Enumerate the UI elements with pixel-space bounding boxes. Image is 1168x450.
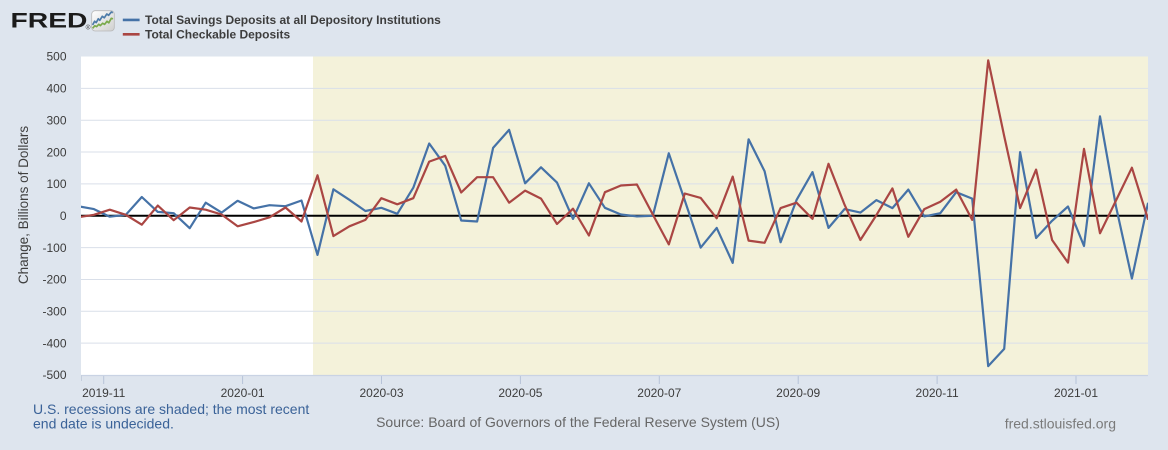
svg-text:-100: -100 xyxy=(42,241,66,255)
svg-text:300: 300 xyxy=(46,113,66,127)
svg-text:-300: -300 xyxy=(42,305,66,319)
svg-text:®: ® xyxy=(86,24,91,32)
svg-text:end date is undecided.: end date is undecided. xyxy=(33,416,174,432)
svg-text:0: 0 xyxy=(60,209,67,223)
svg-text:400: 400 xyxy=(46,82,66,96)
svg-text:200: 200 xyxy=(46,145,66,159)
svg-text:FRED: FRED xyxy=(11,8,88,32)
svg-text:2021-01: 2021-01 xyxy=(1054,386,1098,400)
svg-text:Source: Board of Governors of: Source: Board of Governors of the Federa… xyxy=(376,414,780,430)
svg-text:2020-07: 2020-07 xyxy=(637,386,681,400)
svg-text:-200: -200 xyxy=(42,273,66,287)
svg-text:Total Checkable Deposits: Total Checkable Deposits xyxy=(145,28,290,42)
svg-text:2020-09: 2020-09 xyxy=(776,386,820,400)
svg-text:-500: -500 xyxy=(42,368,66,382)
svg-text:2020-05: 2020-05 xyxy=(498,386,542,400)
svg-text:100: 100 xyxy=(46,177,66,191)
svg-text:Total Savings Deposits at all: Total Savings Deposits at all Depository… xyxy=(145,13,441,27)
svg-text:2020-01: 2020-01 xyxy=(221,386,265,400)
svg-text:2020-03: 2020-03 xyxy=(359,386,403,400)
svg-text:Change, Billions of Dollars: Change, Billions of Dollars xyxy=(16,126,31,285)
svg-text:500: 500 xyxy=(46,50,66,64)
svg-text:fred.stlouisfed.org: fred.stlouisfed.org xyxy=(1005,416,1116,432)
svg-text:U.S. recessions are shaded; th: U.S. recessions are shaded; the most rec… xyxy=(33,401,309,417)
svg-text:2019-11: 2019-11 xyxy=(82,386,125,400)
svg-text:2020-11: 2020-11 xyxy=(916,386,959,400)
svg-text:-400: -400 xyxy=(42,336,66,350)
